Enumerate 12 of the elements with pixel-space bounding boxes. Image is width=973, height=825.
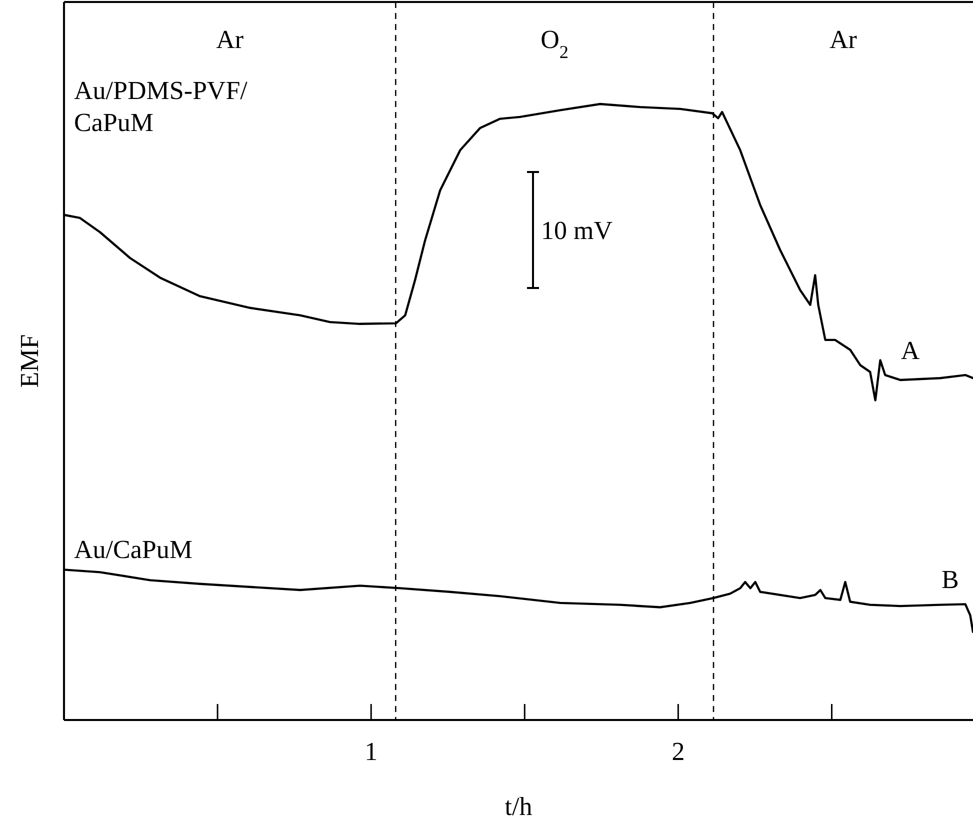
text: O$_{2}$	[540, 25, 569, 62]
annotation: 10 mV	[541, 216, 613, 246]
annotation: Au/PDMS-PVF/CaPuM	[74, 76, 248, 137]
text: Ar	[216, 25, 244, 54]
y-axis-title: EMF	[15, 334, 44, 388]
text: Ar	[830, 25, 858, 54]
x-axis-title: t/h	[504, 792, 532, 821]
annotation: Au/CaPuM	[74, 535, 192, 564]
series-label: A	[900, 336, 920, 366]
series-label: B	[941, 565, 959, 594]
x-tick-label: 1	[364, 737, 378, 766]
x-tick-label: 2	[672, 737, 685, 766]
